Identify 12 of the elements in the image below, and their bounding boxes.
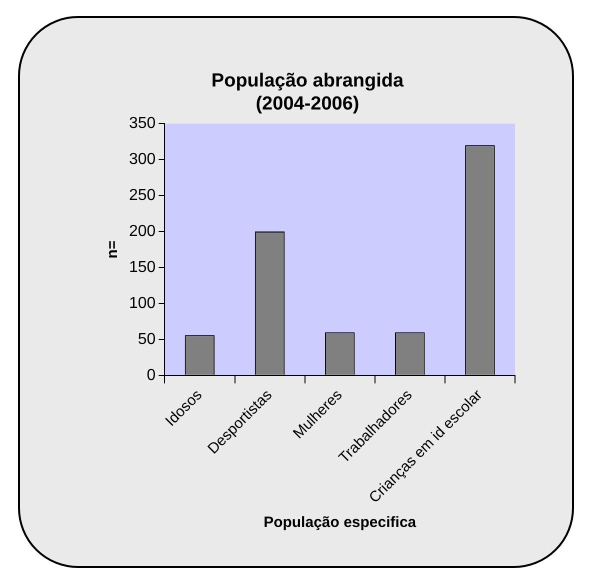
y-tick-label: 300	[128, 150, 156, 168]
text: (2004-2006)	[256, 93, 360, 114]
y-axis-title: n=	[104, 240, 122, 258]
y-tick-label: 100	[128, 294, 156, 312]
y-tick-label: 150	[128, 258, 156, 276]
y-tick-label: 0	[146, 366, 156, 384]
y-tick-label: 250	[128, 186, 156, 204]
x-axis-title: População especifica	[264, 514, 417, 532]
y-tick-label: 350	[128, 115, 156, 132]
text: População abrangida	[211, 70, 404, 92]
y-tick-label: 200	[128, 222, 156, 240]
y-tick-label: 50	[138, 330, 156, 348]
